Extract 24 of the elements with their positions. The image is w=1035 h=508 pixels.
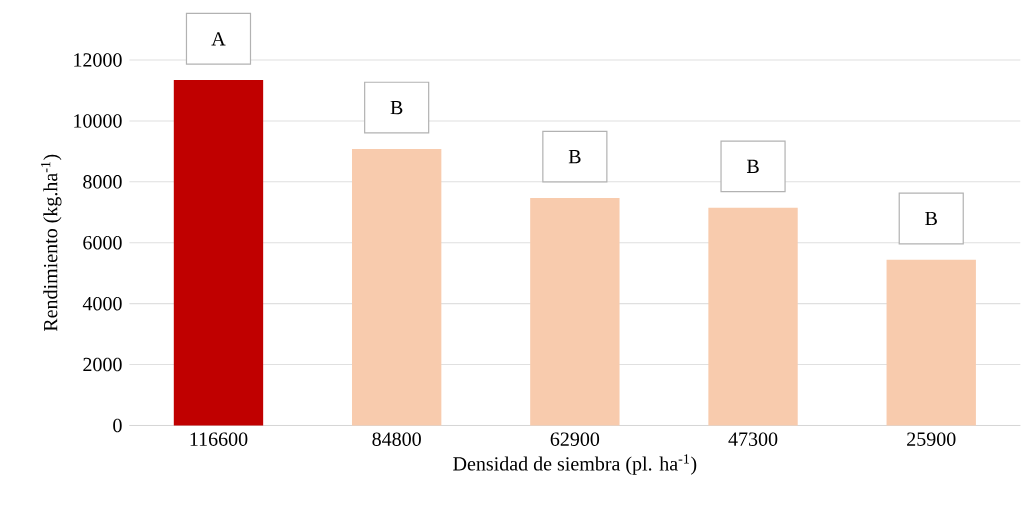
y-tick-label: 8000 <box>83 175 122 189</box>
bar <box>351 148 442 426</box>
y-tick-label: 0 <box>113 418 122 433</box>
y-tick-label: 4000 <box>82 296 122 311</box>
bar <box>173 80 264 426</box>
annotation: B <box>925 211 937 225</box>
x-tick-label: 25900 <box>907 432 956 446</box>
x-tick-label: 47300 <box>728 432 778 446</box>
x-tick-label: 62900 <box>550 432 600 446</box>
x-axis-title: Densidad de siembra (pl. ha$^{-1}$) <box>453 454 697 475</box>
annotation: B <box>390 100 403 115</box>
annotation: B <box>568 149 581 164</box>
x-tick-label: 116600 <box>190 432 248 446</box>
y-tick-label: 12000 <box>74 53 122 67</box>
x-tick-label: 84800 <box>372 432 421 446</box>
y-axis-title: Rendimiento (kg.ha$^{-1}$) <box>40 154 62 332</box>
bar <box>886 259 976 426</box>
annotation: A <box>211 32 226 46</box>
y-tick-label: 6000 <box>83 235 122 250</box>
y-tick-label: 10000 <box>74 114 122 128</box>
bar <box>530 197 620 426</box>
annotation: B <box>746 159 759 173</box>
bar <box>708 207 798 426</box>
y-tick-label: 2000 <box>83 357 122 372</box>
